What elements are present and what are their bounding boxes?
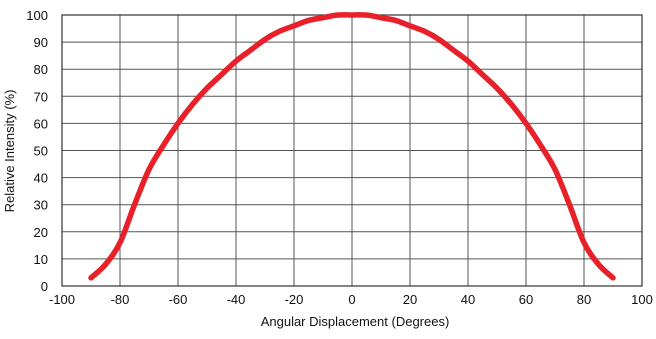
x-tick-label: 60: [519, 292, 533, 307]
y-tick-label: 40: [34, 171, 48, 186]
y-tick-label: 60: [34, 116, 48, 131]
intensity-curve: [88, 12, 616, 281]
x-tick-label: -60: [169, 292, 188, 307]
y-tick-label: 0: [41, 279, 48, 294]
x-tick-label: -20: [285, 292, 304, 307]
y-tick-label: 90: [34, 35, 48, 50]
series-group: [88, 12, 616, 281]
y-axis-label: Relative Intensity (%): [2, 90, 17, 213]
x-axis-label: Angular Displacement (Degrees): [261, 314, 450, 329]
y-tick-label: 80: [34, 62, 48, 77]
x-axis-ticks: -100 -80 -60 -40 -20 0 20 40 60 80 100: [49, 292, 653, 307]
x-tick-label: 80: [577, 292, 591, 307]
x-tick-label: -40: [227, 292, 246, 307]
x-tick-label: 100: [631, 292, 653, 307]
grid: [61, 14, 643, 287]
x-tick-label: -100: [49, 292, 75, 307]
x-tick-label: 40: [461, 292, 475, 307]
y-tick-label: 50: [34, 144, 48, 159]
y-tick-label: 70: [34, 89, 48, 104]
x-tick-label: 0: [348, 292, 355, 307]
y-axis-ticks: 0 10 20 30 40 50 60 70 80 90 100: [26, 8, 48, 294]
y-tick-label: 20: [34, 225, 48, 240]
y-tick-label: 100: [26, 8, 48, 23]
y-tick-label: 30: [34, 198, 48, 213]
x-tick-label: -80: [111, 292, 130, 307]
y-tick-label: 10: [34, 252, 48, 267]
x-tick-label: 20: [403, 292, 417, 307]
